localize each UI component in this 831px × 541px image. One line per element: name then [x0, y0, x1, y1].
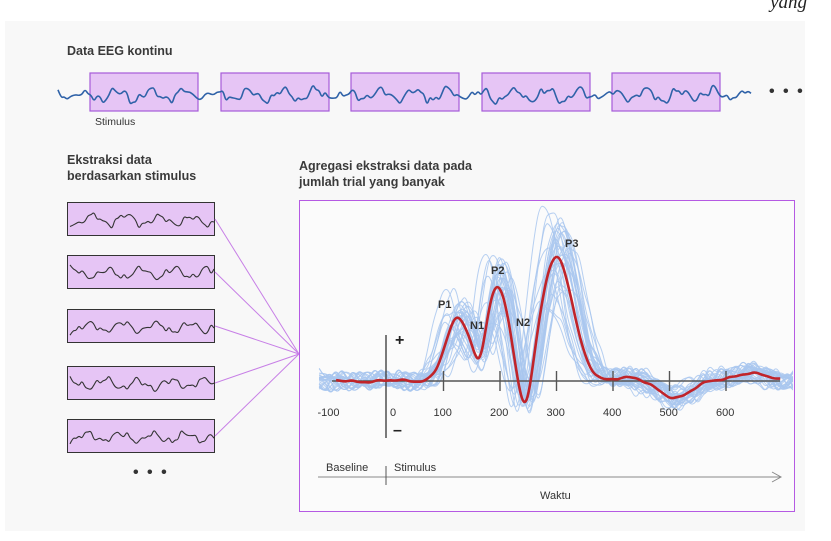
x-tick-label: -100 — [318, 407, 340, 419]
peak-label-n2: N2 — [516, 317, 530, 329]
x-tick-label: 200 — [490, 407, 508, 419]
trial-waveform — [319, 246, 793, 401]
peak-label-p2: P2 — [491, 265, 504, 277]
trial-waveform — [318, 242, 793, 409]
aggregation-title: Agregasi ekstraksi data pada jumlah tria… — [299, 158, 472, 190]
continuous-eeg-signal — [57, 84, 752, 105]
continuous-eeg-title: Data EEG kontinu — [67, 44, 173, 58]
x-tick-label: 100 — [434, 407, 452, 419]
stimulus-label: Stimulus — [95, 116, 136, 128]
positive-sign: + — [395, 332, 404, 349]
peak-label-n1: N1 — [470, 320, 484, 332]
stimulus-epoch-highlight — [611, 72, 721, 112]
extracted-epoch-frame — [67, 255, 215, 289]
stimulus-timeline-label: Stimulus — [394, 462, 437, 474]
time-axis-label: Waktu — [540, 490, 571, 502]
x-tick-label: 0 — [390, 407, 396, 419]
stimulus-epoch-highlight — [481, 72, 591, 112]
continuation-ellipsis: • • • — [769, 83, 805, 100]
x-tick-label: 500 — [660, 407, 678, 419]
time-tick-labels: -100 0 100 200 300 400 500 600 — [318, 407, 735, 419]
continuous-eeg-plot — [57, 72, 752, 112]
epoch-waveform — [69, 212, 215, 229]
epoch-waveform — [69, 264, 215, 281]
epoch-waveform — [69, 320, 215, 336]
extracted-epoch-frame — [67, 309, 215, 343]
negative-sign: – — [393, 422, 402, 439]
peak-label-p3: P3 — [565, 238, 578, 250]
cropped-caption-text: yang — [770, 0, 807, 13]
extracted-epoch-frame — [67, 202, 215, 236]
baseline-label: Baseline — [326, 462, 368, 474]
aggregation-title-line2: jumlah trial yang banyak — [299, 175, 445, 189]
epoch-waveform — [69, 376, 215, 392]
average-erp-waveform — [335, 255, 781, 404]
epochs-ellipsis: • • • — [133, 464, 169, 481]
x-tick-label: 300 — [547, 407, 565, 419]
aggregation-title-line1: Agregasi ekstraksi data pada — [299, 159, 472, 173]
extraction-title-line1: Ekstraksi data — [67, 153, 152, 167]
peak-label-p1: P1 — [438, 299, 451, 311]
extraction-title-line2: berdasarkan stimulus — [67, 169, 197, 183]
trial-waveform — [318, 232, 793, 414]
extracted-epoch-frame — [67, 366, 215, 400]
x-tick-label: 400 — [603, 407, 621, 419]
epoch-waveform — [69, 430, 215, 445]
stimulus-epoch-highlight — [89, 72, 199, 112]
x-tick-label: 600 — [716, 407, 734, 419]
extracted-epoch-frame — [67, 419, 215, 453]
extraction-title: Ekstraksi data berdasarkan stimulus — [67, 152, 196, 184]
time-axis-arrow-icon — [771, 471, 783, 483]
